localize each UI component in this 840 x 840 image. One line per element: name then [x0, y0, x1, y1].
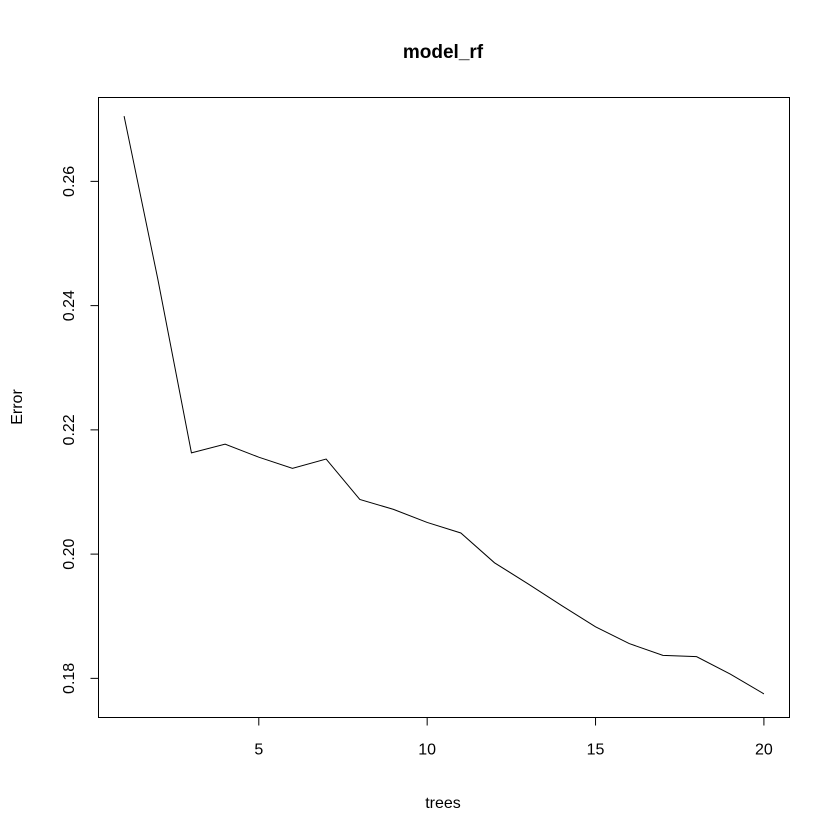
x-tick-label: 20: [755, 742, 773, 759]
x-axis: 5 10 15 20: [254, 717, 773, 759]
y-tick-label: 0.24: [61, 290, 78, 321]
x-tick-label: 5: [254, 742, 263, 759]
x-axis-label: trees: [425, 795, 461, 812]
x-tick-label: 10: [418, 742, 436, 759]
y-tick-label: 0.22: [61, 414, 78, 445]
chart-title: model_rf: [403, 42, 484, 63]
error-series-line: [123, 116, 765, 695]
plot-frame: [98, 97, 790, 718]
x-tick-label: 15: [587, 742, 605, 759]
y-tick-label: 0.26: [61, 166, 78, 197]
y-axis-label: Error: [9, 389, 26, 425]
y-axis: 0.18 0.20 0.22 0.24 0.26: [61, 166, 99, 694]
y-tick-label: 0.20: [61, 538, 78, 569]
y-tick-label: 0.18: [61, 663, 78, 694]
